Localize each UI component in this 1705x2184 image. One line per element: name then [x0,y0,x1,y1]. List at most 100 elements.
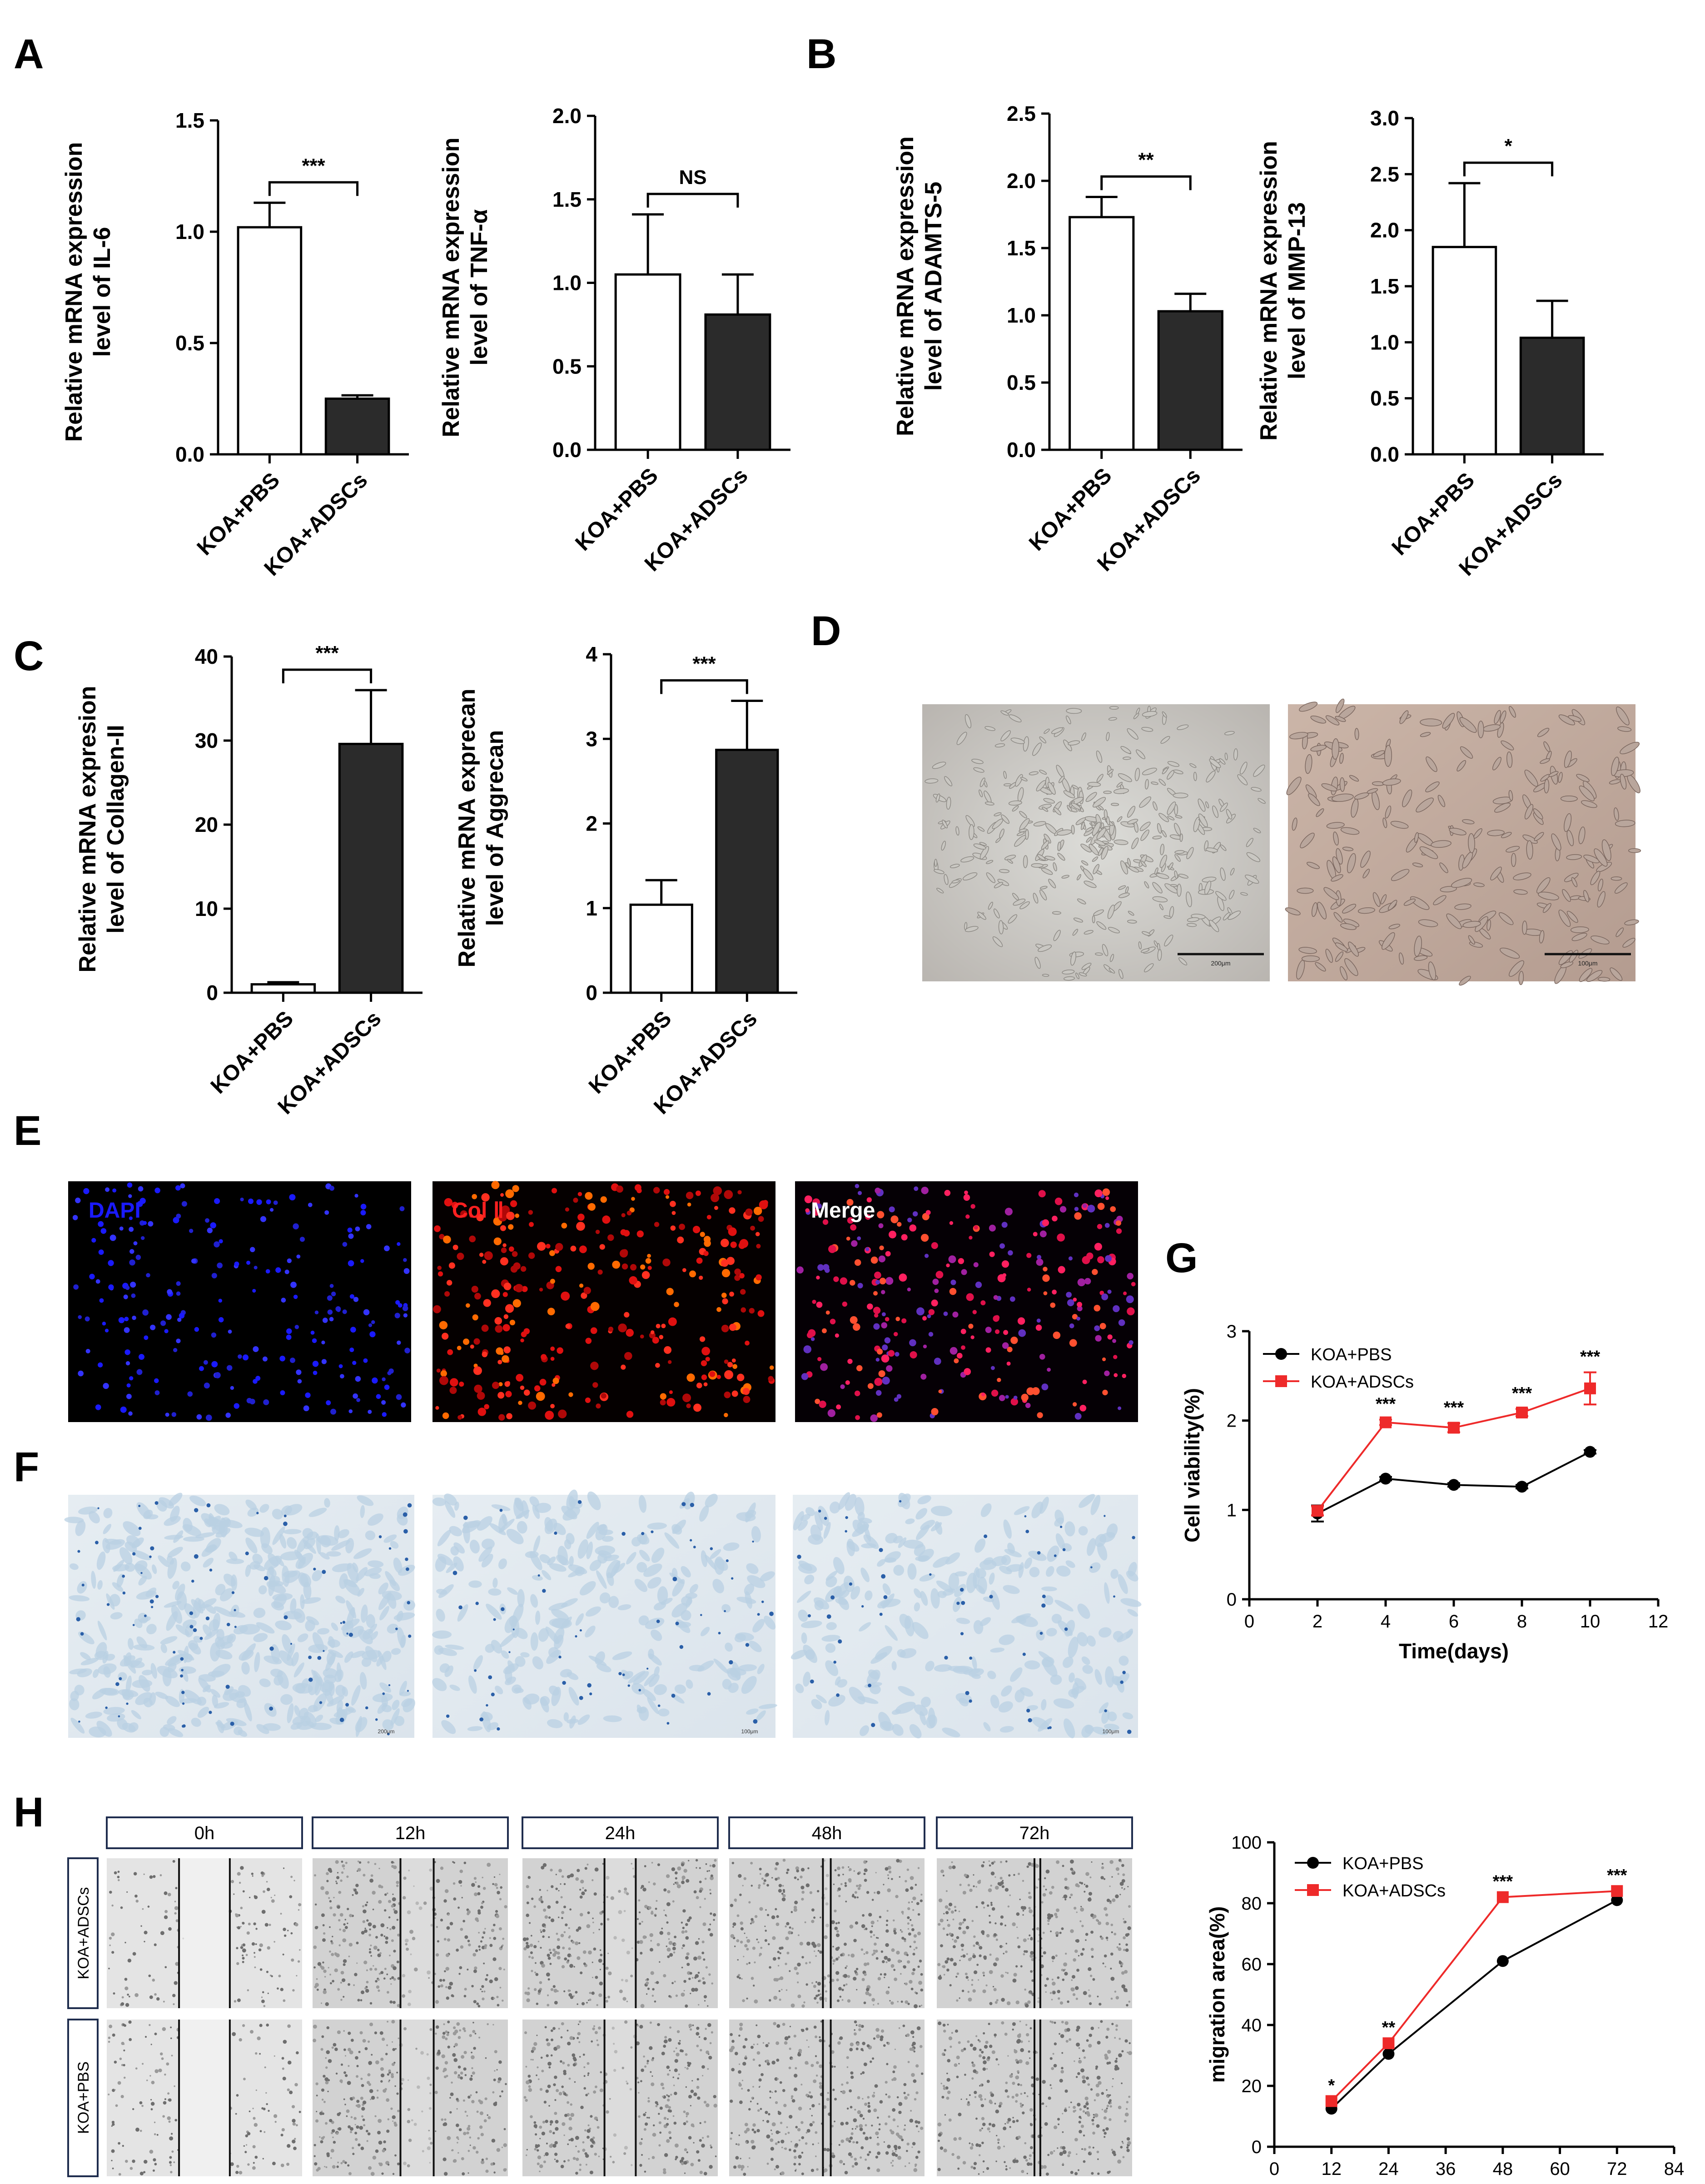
x-tick-label: 72 [1607,2159,1627,2179]
y-tick-label: 0 [206,981,218,1005]
y-tick-label: 3 [1227,1322,1237,1342]
y-tick-label: 4 [586,642,597,666]
significance-bracket [282,668,373,683]
scale-bar-label: 100μm [741,1728,758,1735]
collagen2-bar-chart: 0 10 20 30 40 Relative mRNA expresion level of… [75,642,423,1119]
panel-label-g: G [1165,1235,1198,1281]
svg-text:12h: 12h [395,1823,426,1843]
tnf-bar-chart: 0.0 0.5 1.0 1.5 2.0 Relative mRNA expression l… [438,104,790,576]
y-tick-label: 1.0 [1007,303,1036,327]
x-tick-label: 12 [1648,1612,1669,1632]
y-tick-label: 40 [195,645,218,668]
x-tick-label: KOA+PBS [1024,463,1117,556]
fluorescence-dapi-image: DAPI [68,1181,411,1422]
adamts5-bar-chart: 0.0 0.5 1.0 1.5 2.0 2.5 Relative mRNA expressi… [892,102,1243,576]
x-tick-label: KOA+PBS [584,1006,676,1099]
data-point [1496,1955,1509,1967]
il6-bar-chart: 0.0 0.5 1.0 1.5 Relative mRNA expression leve… [61,109,409,581]
y-axis-label: Cell viability(%) [1180,1388,1204,1542]
scale-bar-label: 100μm [1103,1728,1119,1735]
data-point [1382,2048,1395,2060]
row-label-pbs: KOA+PBS [67,2019,99,2177]
significance-label: *** [1512,1384,1532,1403]
x-tick-label: KOA+PBS [206,1006,298,1099]
bar [338,742,404,994]
micrograph-d-high-mag: 100μm [1285,698,1641,986]
svg-text:KOA+PBS: KOA+PBS [75,2061,92,2134]
scratch-assay-grid: 0h 12h 24h 48h 72h KOA+ADSCs KOA+PBS [67,1816,1133,2177]
bar [1432,246,1497,456]
mmp13-bar-chart: 0.0 0.5 1.0 1.5 2.0 2.5 3.0 Relative mRNA expre… [1256,106,1604,581]
y-tick-label: 2 [586,812,597,836]
bar [715,748,779,994]
y-tick-label: 0 [1252,2137,1262,2157]
y-tick-label: 1.5 [175,109,204,132]
scratch-image [522,1858,718,2008]
legend-marker [1275,1375,1287,1387]
y-axis-label: migration area(%) [1205,1906,1229,2083]
y-tick-label: 2.0 [1370,219,1399,242]
bar [324,398,390,456]
fluorescence-merge-image: Merge [795,1181,1138,1422]
bar [1157,310,1223,451]
legend-label: KOA+PBS [1311,1345,1392,1364]
significance-label: *** [692,652,716,675]
y-tick-label: 2.0 [1007,169,1036,193]
data-point [1448,1479,1460,1491]
y-axis-label: level of ADAMTS-5 [920,182,947,391]
y-axis-label: Relative mRNA expression [892,136,919,436]
bar [629,903,693,994]
data-point [1496,1891,1509,1903]
significance-label: *** [315,642,339,664]
significance-bracket [646,193,739,208]
significance-label: *** [1376,1395,1396,1414]
scratch-image [313,2020,508,2176]
aggrecan-bar-chart: 0 1 2 3 4 Relative mRNA exprecan level of Aggr… [454,642,797,1119]
scale-bar-label: 100μm [1578,960,1597,967]
significance-bracket [268,181,359,196]
y-tick-label: 0 [1227,1590,1237,1610]
y-axis-label: level of IL-6 [89,227,115,357]
y-tick-label: 60 [1242,1955,1262,1975]
y-axis-label: Relative mRNA expression [1256,141,1282,441]
panel-label-f: F [14,1444,39,1490]
y-tick-label: 1 [1227,1500,1237,1520]
panel-label-c: C [14,633,44,679]
svg-text:KOA+ADSCs: KOA+ADSCs [75,1887,92,1979]
y-tick-label: 0.0 [1007,438,1036,462]
significance-label: *** [1607,1866,1627,1885]
panel-label-b: B [806,31,836,77]
time-header-0h: 0h [106,1816,303,1849]
toluidine-image-1: 200μm [64,1492,415,1738]
panel-label-e: E [14,1108,41,1154]
legend-label: KOA+ADSCs [1342,1881,1446,1900]
x-tick-label: KOA+PBS [571,463,663,556]
y-tick-label: 0 [586,981,597,1005]
data-point [1325,2095,1337,2107]
time-header-48h: 48h [728,1816,925,1849]
significance-label: ** [1382,2018,1396,2037]
significance-label: *** [1580,1347,1601,1366]
y-tick-label: 0.5 [1007,371,1036,394]
x-tick-label: 0 [1269,2159,1279,2179]
y-axis-label: level of MMP-13 [1284,202,1310,379]
y-tick-label: 2.5 [1370,162,1399,186]
legend-marker [1307,1884,1319,1896]
data-point [1448,1422,1460,1434]
y-tick-label: 2.5 [1007,102,1036,125]
y-tick-label: 30 [195,729,218,752]
legend-marker [1275,1348,1287,1360]
toluidine-image-2: 100μm [432,1489,777,1738]
y-tick-label: 1.5 [1007,236,1036,260]
panel-label-a: A [14,31,44,77]
scratch-image [729,1858,925,2008]
y-axis-label: Relative mRNA expresion [75,686,101,973]
data-point [1611,1894,1623,1906]
y-tick-label: 40 [1242,2015,1262,2035]
y-tick-label: 0.5 [552,354,582,378]
x-tick-label: 6 [1449,1612,1459,1632]
y-tick-label: 3.0 [1370,106,1399,130]
significance-bracket [660,679,748,694]
